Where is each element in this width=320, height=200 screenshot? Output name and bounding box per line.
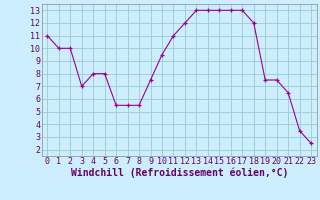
X-axis label: Windchill (Refroidissement éolien,°C): Windchill (Refroidissement éolien,°C) — [70, 168, 288, 178]
